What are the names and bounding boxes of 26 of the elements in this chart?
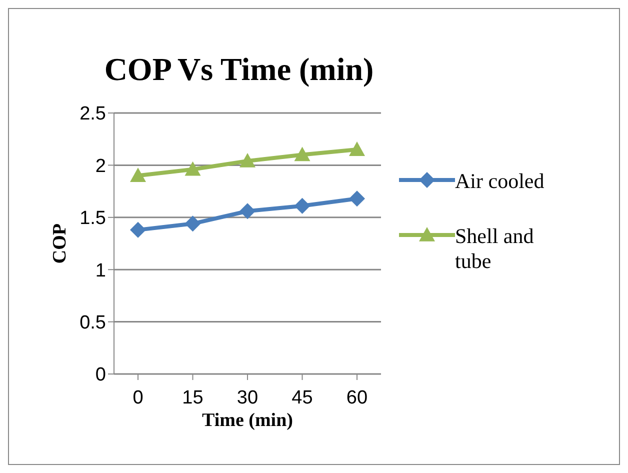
point [130, 222, 146, 238]
y-tick-label: 2.5 [80, 104, 106, 125]
y-tick-label: 0 [95, 364, 106, 386]
point [130, 168, 146, 182]
x-tick-label: 60 [346, 387, 368, 408]
legend-label: Shell and tube [455, 224, 535, 274]
y-tick-label: 1 [95, 260, 106, 282]
point [240, 203, 256, 220]
x-tick-label: 30 [236, 387, 258, 408]
y-tick-label: 2 [95, 156, 106, 177]
point [349, 190, 365, 207]
y-tick-label: 1.5 [80, 208, 106, 230]
point [184, 216, 201, 232]
point [184, 161, 201, 176]
x-tick-label: 45 [292, 387, 313, 408]
x-axis-title: Time (min) [202, 410, 293, 431]
point [294, 198, 310, 214]
x-tick-label: 15 [182, 387, 204, 408]
point [240, 153, 256, 168]
point [349, 142, 365, 156]
point [294, 146, 310, 162]
x-tick-label: 0 [132, 387, 144, 408]
legend-label: Air cooled [455, 169, 546, 194]
chart-title: COP Vs Time (min) [103, 51, 375, 88]
y-axis-title: COP [50, 223, 71, 264]
y-tick-label: 0.5 [80, 312, 106, 334]
